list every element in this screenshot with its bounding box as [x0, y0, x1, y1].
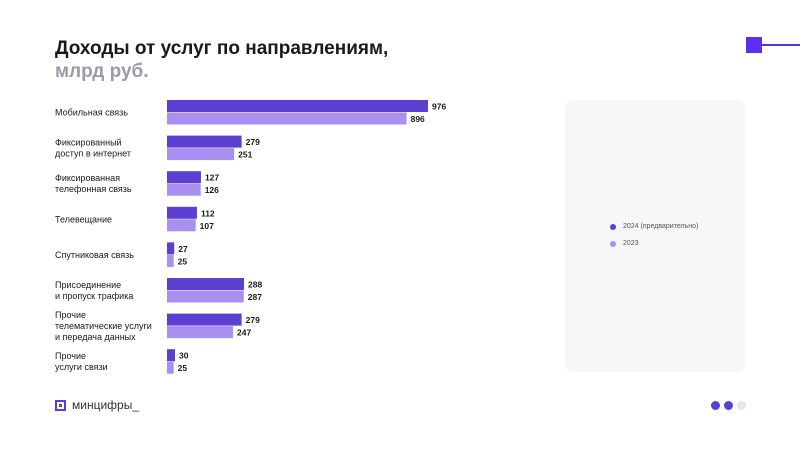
pagination-dot: [724, 401, 733, 410]
legend-panel: 2024 (предварительно) 2023: [565, 100, 745, 372]
bar-2024: [167, 278, 245, 290]
data-label: 30: [179, 351, 189, 361]
legend-dot-2024: [610, 223, 616, 230]
data-label: 25: [178, 256, 188, 266]
bar-2024: [167, 100, 428, 112]
bar-2024: [167, 349, 176, 362]
logo: минцифры_: [55, 398, 139, 412]
decorative-line: [762, 44, 800, 46]
category-label: Прочие телематические услуги и передача да…: [55, 310, 152, 342]
data-label: 126: [205, 185, 219, 195]
bar-2023: [167, 290, 244, 303]
bar-2024: [167, 171, 201, 184]
decorative-square: [746, 37, 762, 53]
bar-2023: [167, 148, 235, 161]
logo-text: минцифры_: [72, 398, 140, 412]
pagination-dots: [711, 401, 746, 410]
chart-subtitle: млрд руб.: [55, 61, 149, 82]
data-label: 247: [237, 328, 251, 338]
data-label: 27: [178, 244, 188, 254]
pagination-dot: [737, 401, 746, 410]
category-label: Присоединение и пропуск трафика: [55, 280, 133, 301]
data-label: 112: [201, 208, 215, 218]
legend-item-2023: 2023: [610, 240, 639, 247]
data-label: 127: [205, 173, 219, 183]
legend-item-2024: 2024 (предварительно): [610, 223, 698, 230]
data-label: 287: [248, 292, 262, 302]
category-label: Спутниковая связь: [55, 250, 134, 260]
category-label: Мобильная связь: [55, 108, 128, 118]
bar-2023: [167, 326, 234, 339]
data-label: 288: [248, 280, 262, 290]
category-label: Фиксированный доступ в интернет: [55, 138, 131, 159]
data-label: 107: [200, 221, 214, 231]
chart-title: Доходы от услуг по направлениям,: [55, 38, 389, 59]
bar-2024: [167, 242, 175, 255]
bar-2023: [167, 361, 174, 374]
pagination-dot: [711, 401, 720, 410]
bar-2023: [167, 112, 407, 125]
bar-2024: [167, 313, 242, 326]
bar-2024: [167, 206, 197, 219]
legend-label-2024: 2024 (предварительно): [623, 223, 699, 230]
bar-2023: [167, 254, 174, 267]
data-label: 279: [246, 137, 260, 147]
legend-dot-2023: [610, 240, 616, 247]
logo-icon: [55, 399, 66, 411]
legend-label-2023: 2023: [623, 240, 639, 247]
data-label: 251: [238, 150, 252, 160]
data-label: 279: [246, 315, 260, 325]
bar-2023: [167, 183, 201, 196]
bar-2024: [167, 135, 242, 148]
data-label: 896: [411, 114, 425, 124]
category-label: Фиксированная телефонная связь: [55, 173, 132, 194]
data-label: 976: [432, 102, 446, 112]
category-label: Прочие услуги связи: [55, 351, 108, 372]
category-label: Телевещание: [55, 214, 112, 224]
bar-2023: [167, 219, 196, 232]
data-label: 25: [178, 363, 188, 373]
